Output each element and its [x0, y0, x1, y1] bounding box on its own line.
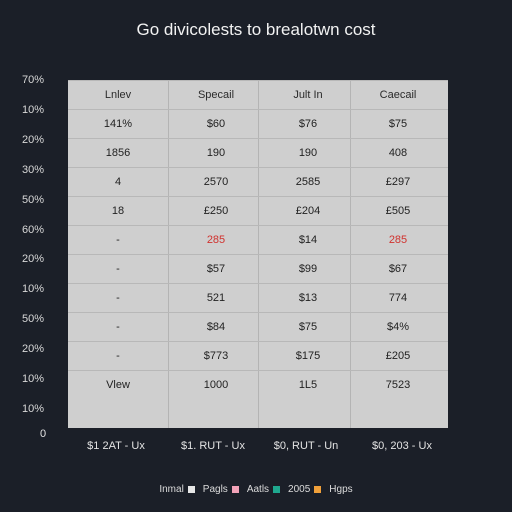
table-cell: $4%: [386, 321, 410, 333]
table-cell: 1000: [203, 379, 229, 391]
x-tick-label: $1 2AT - Ux: [87, 440, 145, 452]
table-cell: $75: [298, 321, 318, 333]
table-cell: 141%: [103, 118, 133, 130]
y-tick-label: 70%: [22, 74, 45, 86]
column-header: Jult In: [293, 89, 323, 101]
table-cell: 190: [298, 147, 318, 159]
table-cell: $67: [388, 263, 408, 275]
table-cell: $75: [388, 118, 408, 130]
legend-item: Aatls: [246, 483, 281, 495]
y-tick-label: 20%: [22, 133, 45, 146]
legend-swatch: [273, 485, 281, 493]
y-axis: 70% 10% 20% 30% 50% 60% 20% 10% 50% 20% 10% 10%: [0, 0, 68, 512]
table-cell: -: [116, 321, 120, 333]
table-header-row: Lnlev Specail Jult In Caecail: [68, 80, 448, 110]
table-cell: £505: [385, 205, 411, 217]
table-row: Vlew 1000 1L5 7523: [68, 370, 448, 400]
y-tick-label: 60%: [22, 223, 45, 236]
y-tick-label: 10%: [22, 103, 45, 116]
table-cell: $76: [298, 118, 318, 130]
table-cell: $175: [295, 350, 321, 362]
table-cell: 285: [388, 234, 408, 246]
table-cell: 190: [206, 147, 226, 159]
table-cell: 1856: [105, 147, 131, 159]
legend-label: 2005: [288, 483, 311, 495]
legend-label: Aatls: [246, 483, 270, 495]
chart-title: Go divicolests to brealotwn cost: [136, 20, 376, 39]
y-tick-label: 50%: [22, 193, 45, 206]
table-row: - $773 $175 £205: [68, 341, 448, 371]
x-axis: $1 2AT - Ux $1. RUT - Ux $0, RUT - Un $0, 2…: [68, 440, 448, 456]
table-cell: Vlew: [106, 379, 130, 391]
table-cell: 285: [206, 234, 226, 246]
table-cell: £250: [203, 205, 229, 217]
table-panel: Lnlev Specail Jult In Caecail 141% $60 $76 $75 1…: [68, 80, 448, 428]
table-cell: $13: [298, 292, 318, 304]
table-cell: 774: [388, 292, 408, 304]
table-row: 141% $60 $76 $75: [68, 109, 448, 139]
legend-label: Hgps: [329, 483, 353, 495]
table-cell: 521: [206, 292, 226, 304]
legend-item: Hgps: [329, 484, 352, 495]
table-row: - 285 $14 285: [68, 225, 448, 255]
table-cell: 18: [111, 205, 125, 217]
table-cell: -: [116, 234, 120, 246]
column-header: Caecail: [379, 89, 417, 101]
y-tick-label: 10%: [22, 283, 45, 296]
table-cell: £204: [295, 205, 321, 217]
table-row: - 521 $13 774: [68, 283, 448, 313]
legend-item: 2005: [288, 483, 322, 495]
table-cell: 408: [388, 147, 408, 159]
table-cell: £297: [385, 176, 411, 188]
column-header: Specail: [197, 89, 235, 101]
table-row: - $84 $75 $4%: [68, 312, 448, 342]
x-tick-label: $1. RUT - Ux: [181, 440, 245, 452]
table-cell: -: [116, 350, 120, 362]
table-cell: 2570: [203, 176, 229, 188]
y-tick-label: 20%: [22, 253, 45, 266]
y-tick-label: 10%: [22, 402, 45, 415]
legend-swatch: [187, 485, 195, 493]
table-cell: 1L5: [298, 379, 318, 391]
table-cell: 7523: [385, 379, 411, 391]
table-cell: -: [116, 263, 120, 275]
legend: Inmal Pagls Aatls 2005 Hgps: [0, 481, 512, 497]
legend-item: Pagls: [203, 484, 239, 495]
table-cell: £205: [385, 350, 411, 362]
legend-swatch: [314, 485, 322, 493]
table-cell: 4: [114, 176, 122, 188]
table-cell: $99: [298, 263, 318, 275]
column-header: Lnlev: [104, 89, 132, 101]
x-tick-label: $0, 203 - Ux: [372, 440, 432, 452]
legend-label: Inmal: [159, 483, 184, 495]
legend-item: Inmal: [159, 483, 195, 495]
y-tick-label: 20%: [22, 343, 45, 356]
y-tick-label: 30%: [22, 163, 45, 176]
table-cell: $773: [203, 350, 229, 362]
legend-swatch: [231, 485, 239, 493]
x-tick-label: $0, RUT - Un: [273, 440, 339, 452]
table-cell: 2585: [295, 176, 321, 188]
table-cell: $14: [298, 234, 318, 246]
table-cell: -: [116, 292, 120, 304]
table-cell: $57: [206, 263, 226, 275]
y-axis-zero-label: 0: [40, 428, 47, 440]
y-tick-label: 10%: [22, 373, 45, 385]
legend-label: Pagls: [202, 483, 228, 495]
y-tick-label: 50%: [22, 313, 45, 326]
table-row: 1856 190 190 408: [68, 138, 448, 168]
table-row: - $57 $99 $67: [68, 254, 448, 284]
table-row: 18 £250 £204 £505: [68, 196, 448, 226]
table-cell: $84: [206, 321, 226, 333]
table-row: 4 2570 2585 £297: [68, 167, 448, 197]
table-cell: $60: [206, 118, 226, 130]
